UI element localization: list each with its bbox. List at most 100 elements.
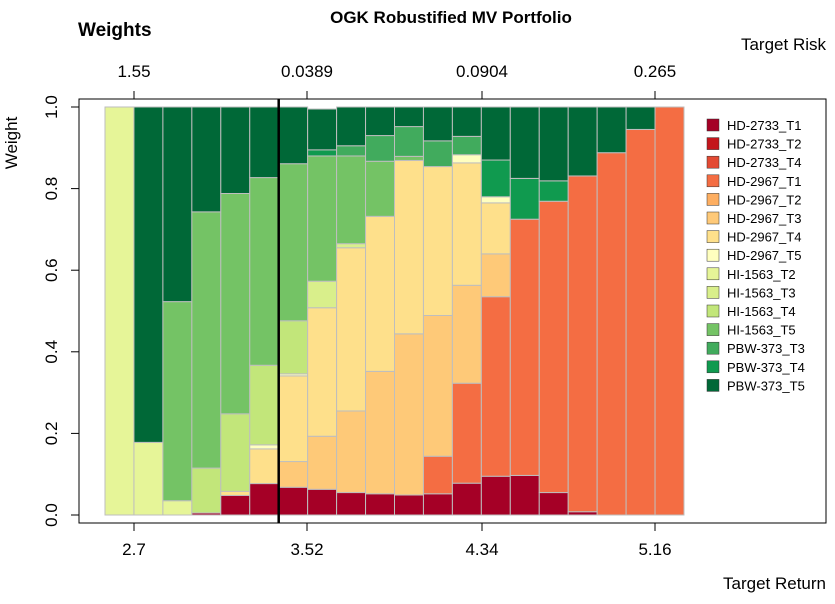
- legend-swatch: [706, 323, 720, 336]
- legend-item: PBW-373_T5: [706, 378, 805, 393]
- legend-item: HD-2733_T1: [706, 118, 801, 133]
- legend-item: PBW-373_T4: [706, 360, 805, 375]
- legend-label: HI-1563_T5: [727, 323, 796, 338]
- legend-label: PBW-373_T3: [727, 341, 805, 356]
- bar-segment: [365, 370, 395, 495]
- bar-segment: [509, 218, 540, 476]
- bar-segment: [307, 155, 338, 282]
- legend-swatch: [706, 174, 720, 188]
- legend-item: HD-2733_T4: [706, 155, 801, 170]
- y-tick-label: 0.0: [42, 503, 61, 527]
- bar-segment: [509, 474, 540, 516]
- bar-segment: [422, 166, 453, 316]
- bar-segment: [365, 493, 395, 516]
- bar-segment: [422, 140, 453, 168]
- bar-segment: [480, 196, 511, 204]
- bar-segment: [596, 152, 627, 516]
- legend-label: HD-2967_T2: [727, 192, 801, 207]
- bar-segment: [307, 488, 338, 516]
- bar-segment: [336, 155, 367, 245]
- legend-label: HD-2733_T1: [727, 118, 801, 133]
- legend-item: HI-1563_T5: [706, 323, 796, 338]
- legend-swatch: [706, 193, 720, 206]
- bar-segment: [336, 243, 367, 249]
- bar-segment: [451, 382, 482, 484]
- bar-segment: [220, 193, 251, 415]
- x-tick-label: 3.52: [290, 540, 323, 559]
- legend-swatch: [706, 155, 720, 169]
- bar-segment: [538, 106, 569, 182]
- bar-segment: [422, 106, 453, 142]
- bar-segment: [307, 108, 338, 151]
- legend-label: HD-2967_T4: [727, 230, 801, 245]
- legend-swatch: [706, 137, 720, 150]
- bar-segment: [220, 490, 251, 496]
- bar-segment: [336, 145, 367, 157]
- legend-label: HD-2967_T1: [727, 174, 801, 189]
- bar-segment: [307, 435, 338, 490]
- bar-segment: [191, 211, 222, 469]
- bar-segment: [336, 247, 367, 412]
- bar-segment: [249, 106, 280, 179]
- bar-segment: [365, 135, 395, 162]
- legend-label: HD-2733_T2: [727, 137, 801, 152]
- bar-segment: [278, 375, 309, 463]
- legend-item: HD-2733_T2: [706, 137, 801, 152]
- legend-swatch: [706, 118, 720, 132]
- bar-segment: [365, 160, 395, 217]
- bar-segment: [394, 106, 424, 128]
- bar-segment: [567, 175, 598, 513]
- bar-segment: [336, 106, 367, 147]
- bar-segment: [538, 200, 569, 494]
- weights-label: Weights: [78, 20, 152, 41]
- legend-swatch: [706, 341, 720, 355]
- y-axis-title: Weight: [2, 116, 21, 169]
- legend-swatch: [706, 360, 720, 374]
- bar-segment: [249, 444, 280, 450]
- bar-segment: [336, 492, 367, 516]
- legend-label: HI-1563_T4: [727, 304, 796, 319]
- legend-item: HI-1563_T2: [706, 267, 796, 282]
- bar-segment: [162, 500, 193, 516]
- legend-label: HD-2967_T5: [727, 248, 801, 263]
- legend-item: HD-2967_T1: [706, 174, 801, 189]
- bar-segment: [307, 149, 338, 157]
- bar-segment: [480, 296, 511, 477]
- x-top-tick-label: 0.265: [634, 62, 677, 81]
- legend-label: HD-2967_T3: [727, 211, 801, 226]
- bar-segment: [220, 413, 251, 492]
- x-tick-label: 4.34: [465, 540, 498, 559]
- bar-segment: [365, 106, 395, 137]
- legend-label: HI-1563_T3: [727, 285, 796, 300]
- bar-segment: [451, 154, 482, 164]
- bar-segment: [480, 106, 511, 161]
- stacked-bars: [104, 106, 685, 516]
- legend-swatch: [706, 211, 720, 225]
- bar-segment: [480, 202, 511, 255]
- bar-segment: [451, 482, 482, 516]
- x-top-tick-label: 1.55: [117, 62, 150, 81]
- bar-segment: [480, 159, 511, 198]
- bar-segment: [509, 177, 540, 220]
- legend-swatch: [706, 379, 720, 392]
- bar-segment: [133, 441, 164, 516]
- legend-label: PBW-373_T4: [727, 360, 805, 375]
- bar-segment: [365, 215, 395, 372]
- bar-segment: [422, 314, 453, 457]
- bar-segment: [249, 448, 280, 485]
- legend-label: HI-1563_T2: [727, 267, 796, 282]
- legend: HD-2733_T1 HD-2733_T2 HD-2733_T4 HD-2967_T1…: [706, 118, 805, 393]
- bar-segment: [191, 106, 222, 213]
- x-tick-label: 2.7: [122, 540, 146, 559]
- x-top-tick-label: 0.0904: [456, 62, 508, 81]
- bar-segment: [278, 486, 309, 516]
- bar-segment: [249, 177, 280, 366]
- y-tick-label: 0.6: [42, 258, 61, 282]
- legend-label: HD-2733_T4: [727, 155, 801, 170]
- bar-segment: [162, 106, 193, 303]
- chart-title: OGK Robustified MV Portfolio: [330, 8, 572, 27]
- x-axis-top: 1.55 0.0389 0.0904 0.265: [117, 62, 677, 100]
- bar-segment: [394, 333, 424, 496]
- y-tick-label: 1.0: [42, 95, 61, 119]
